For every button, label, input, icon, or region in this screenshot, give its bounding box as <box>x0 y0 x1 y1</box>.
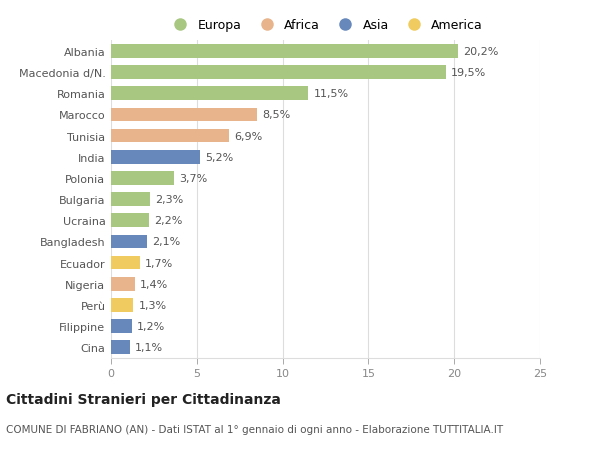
Bar <box>111 235 147 249</box>
Bar <box>111 341 130 354</box>
Bar <box>111 193 151 207</box>
Text: 8,5%: 8,5% <box>262 110 290 120</box>
Text: 3,7%: 3,7% <box>179 174 208 184</box>
Text: 6,9%: 6,9% <box>235 131 263 141</box>
Text: 1,4%: 1,4% <box>140 279 169 289</box>
Text: 2,1%: 2,1% <box>152 237 181 247</box>
Text: 2,2%: 2,2% <box>154 216 182 226</box>
Bar <box>111 45 458 59</box>
Text: 5,2%: 5,2% <box>205 152 233 162</box>
Text: 11,5%: 11,5% <box>313 89 349 99</box>
Bar <box>111 298 133 312</box>
Bar <box>111 66 446 80</box>
Bar <box>111 277 135 291</box>
Bar <box>111 87 308 101</box>
Text: 1,3%: 1,3% <box>139 300 167 310</box>
Text: 1,7%: 1,7% <box>145 258 173 268</box>
Bar <box>111 214 149 228</box>
Text: COMUNE DI FABRIANO (AN) - Dati ISTAT al 1° gennaio di ogni anno - Elaborazione T: COMUNE DI FABRIANO (AN) - Dati ISTAT al … <box>6 425 503 435</box>
Bar <box>111 172 175 185</box>
Text: 1,2%: 1,2% <box>137 321 165 331</box>
Text: 2,3%: 2,3% <box>155 195 184 205</box>
Text: Cittadini Stranieri per Cittadinanza: Cittadini Stranieri per Cittadinanza <box>6 392 281 406</box>
Text: 20,2%: 20,2% <box>463 47 498 57</box>
Bar <box>111 319 131 333</box>
Bar <box>111 108 257 122</box>
Bar <box>111 129 229 143</box>
Text: 1,1%: 1,1% <box>135 342 163 353</box>
Bar <box>111 151 200 164</box>
Bar <box>111 256 140 270</box>
Text: 19,5%: 19,5% <box>451 68 486 78</box>
Legend: Europa, Africa, Asia, America: Europa, Africa, Asia, America <box>168 19 483 32</box>
